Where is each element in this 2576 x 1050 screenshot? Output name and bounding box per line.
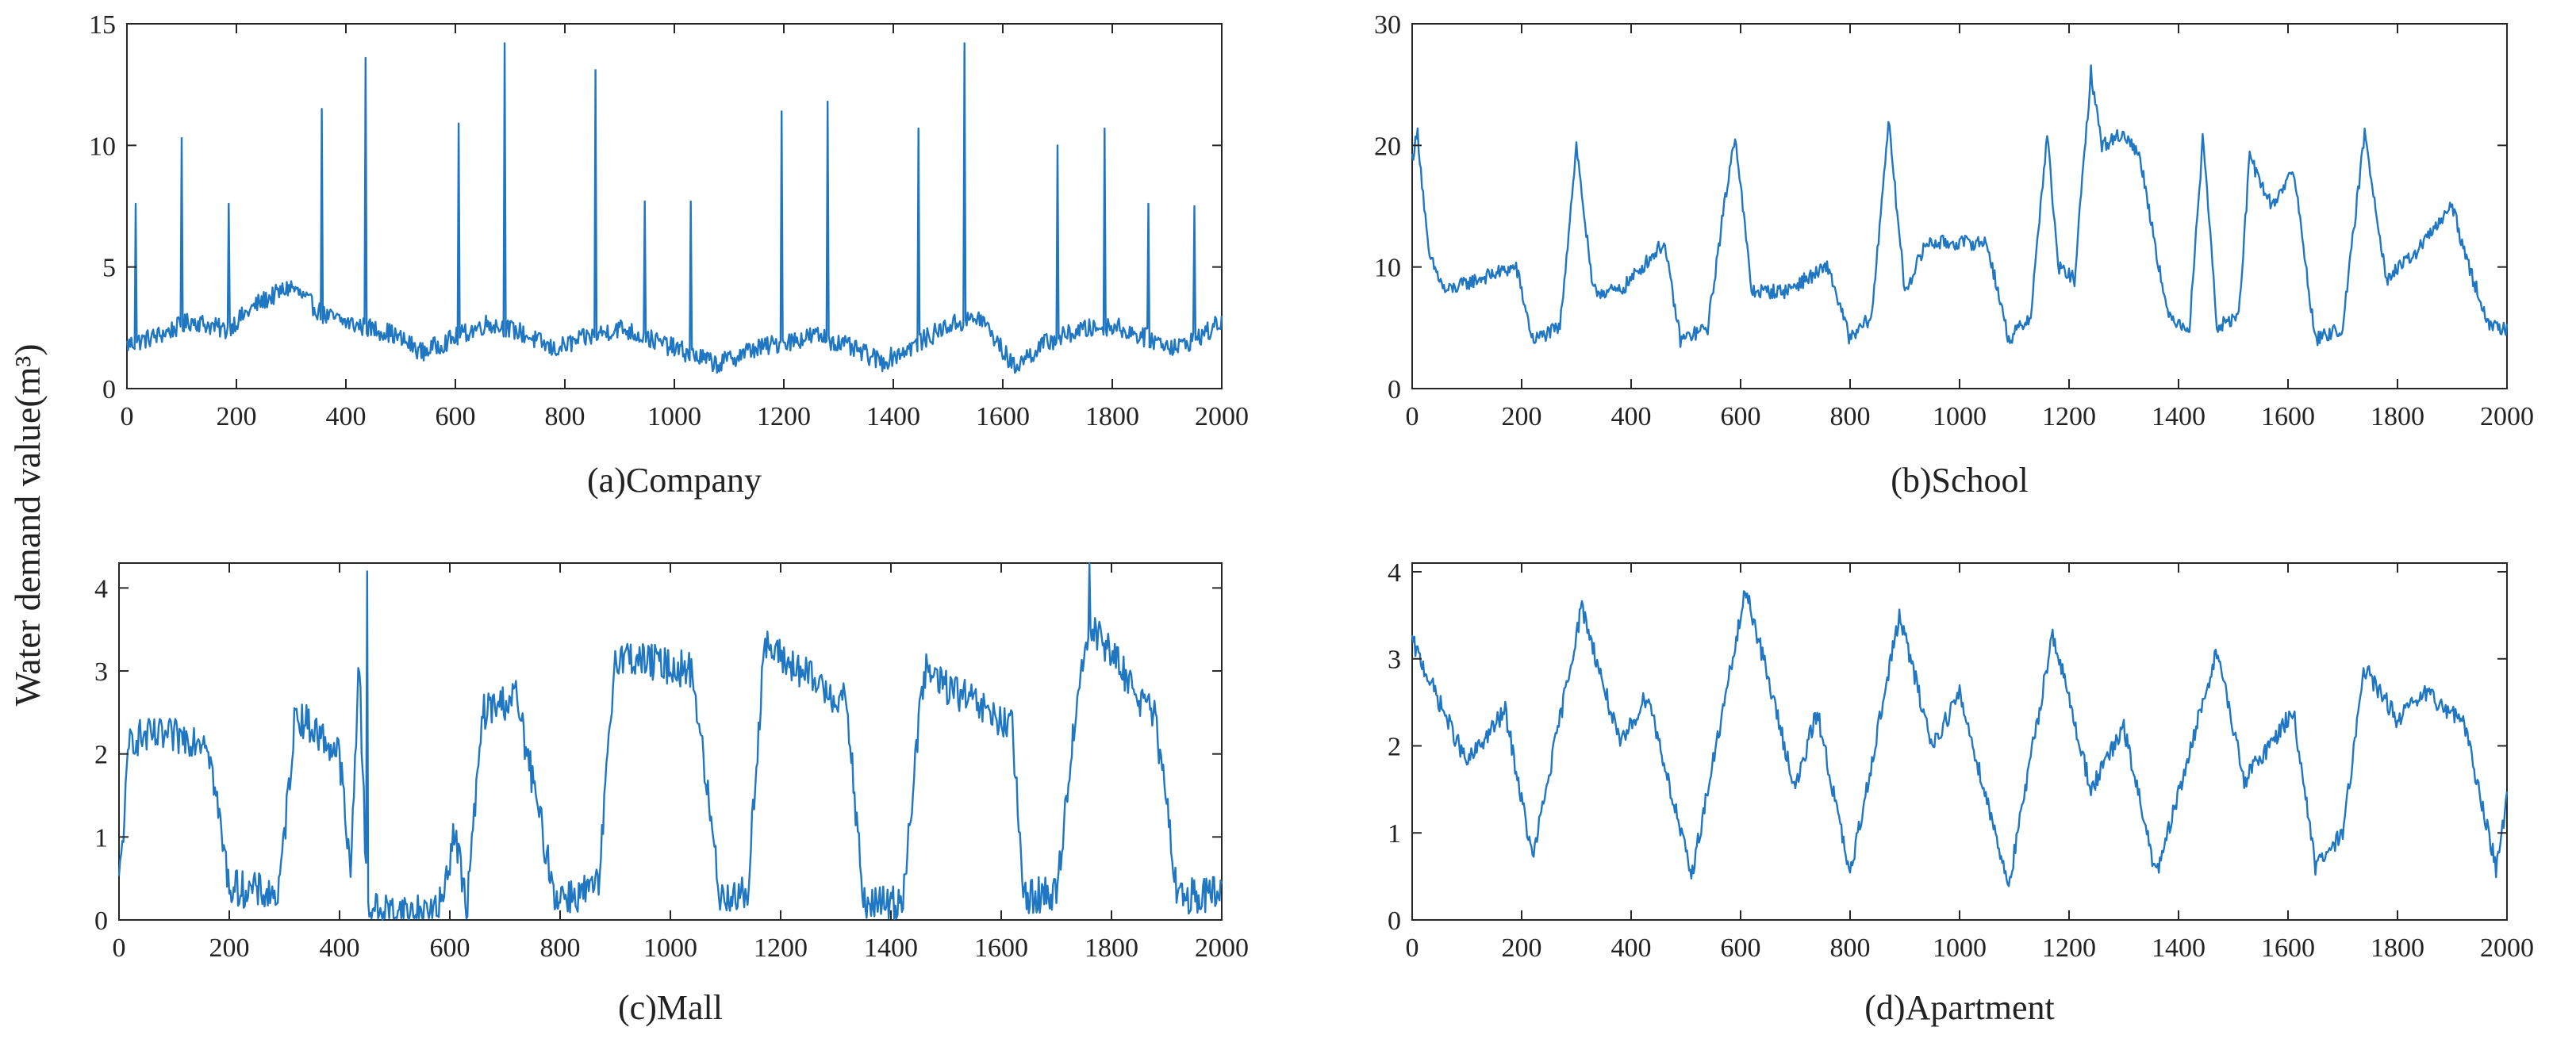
chart-panel-1: 0 200 400 600 800 1000 1200 1400 1600 1800 2000 0 5 1…	[89, 10, 1249, 500]
x-tick-label: 1800	[1085, 933, 1138, 963]
x-tick-label: 200	[1502, 933, 1542, 963]
x-tick-label: 800	[1830, 402, 1871, 431]
series-line	[125, 42, 1223, 374]
y-tick-label: 1	[1388, 819, 1401, 849]
x-tick-label: 1000	[1933, 933, 1987, 963]
x-tick-label: 1600	[976, 402, 1030, 431]
x-tick-label: 1000	[1933, 402, 1987, 431]
panel-caption: (b)School	[1891, 461, 2029, 500]
x-tick-label: 200	[1502, 402, 1542, 431]
x-tick-label: 2000	[2480, 933, 2534, 963]
plot-frame	[118, 562, 1223, 921]
x-tick-label: 1400	[866, 402, 920, 431]
x-tick-label: 0	[1406, 402, 1419, 431]
y-tick-label: 2	[1388, 732, 1401, 761]
y-tick-label: 1	[94, 823, 108, 853]
x-tick-label: 600	[1721, 402, 1761, 431]
x-tick-label: 800	[545, 402, 585, 431]
series-line	[1411, 64, 2509, 348]
x-tick-label: 1200	[2042, 933, 2096, 963]
y-tick-label: 4	[94, 574, 108, 604]
x-tick-label: 2000	[1195, 933, 1249, 963]
x-tick-label: 0	[121, 402, 134, 431]
y-tick-label: 0	[94, 906, 108, 936]
x-tick-label: 600	[436, 402, 476, 431]
panel-caption: (d)Apartment	[1864, 988, 2054, 1027]
x-tick-label: 1800	[2371, 933, 2424, 963]
x-tick-label: 400	[1611, 933, 1652, 963]
x-tick-label: 1600	[2261, 933, 2315, 963]
x-tick-label: 1600	[2261, 402, 2315, 431]
x-tick-label: 2000	[1195, 402, 1249, 431]
chart-panels: 0 200 400 600 800 1000 1200 1400 1600 1800 2000051…	[89, 10, 2534, 1027]
panel-caption: (a)Company	[587, 461, 762, 500]
x-tick-label: 800	[540, 933, 581, 963]
chart-panel-3: 0 200 400 600 800 1000 1200 1400 1600 1800 2000 0 1 2…	[94, 561, 1249, 1027]
x-tick-label: 200	[209, 933, 250, 963]
y-tick-label: 15	[89, 10, 116, 40]
x-tick-label: 400	[326, 402, 367, 431]
y-tick-label: 5	[102, 254, 116, 283]
x-tick-label: 600	[1721, 933, 1761, 963]
x-tick-label: 1000	[643, 933, 697, 963]
series-line	[1411, 590, 2509, 887]
x-tick-label: 1200	[2042, 402, 2096, 431]
x-tick-label: 0	[1406, 933, 1419, 963]
y-tick-label: 0	[102, 375, 116, 404]
y-tick-label: 3	[1388, 646, 1401, 675]
x-tick-label: 1600	[974, 933, 1028, 963]
y-tick-label: 4	[1388, 558, 1401, 588]
y-tick-label: 3	[94, 657, 108, 687]
x-tick-label: 1800	[1085, 402, 1139, 431]
x-tick-label: 1400	[2152, 402, 2206, 431]
chart-panel-4: 0 200 400 600 800 1000 1200 1400 1600 1800 2000 0 1 2…	[1388, 558, 2534, 1027]
x-tick-label: 2000	[2480, 402, 2534, 431]
y-tick-label: 20	[1374, 132, 1401, 161]
x-tick-label: 1400	[2152, 933, 2206, 963]
y-tick-label: 2	[94, 741, 108, 770]
x-tick-label: 200	[217, 402, 257, 431]
y-tick-label: 10	[89, 132, 116, 161]
y-tick-label: 10	[1374, 254, 1401, 283]
x-tick-label: 400	[1611, 402, 1652, 431]
x-tick-label: 1000	[647, 402, 701, 431]
x-tick-label: 1200	[757, 402, 811, 431]
y-tick-label: 30	[1374, 10, 1401, 40]
plot-frame	[1411, 23, 2508, 389]
x-tick-label: 800	[1830, 933, 1871, 963]
series-line	[117, 561, 1223, 922]
y-tick-label: 0	[1388, 906, 1401, 936]
x-tick-label: 1200	[754, 933, 808, 963]
plot-frame	[1411, 562, 2508, 921]
shared-y-axis-label: Water demand value(m³)	[7, 343, 48, 706]
x-tick-label: 1400	[864, 933, 918, 963]
x-tick-label: 0	[113, 933, 126, 963]
panel-caption: (c)Mall	[618, 988, 723, 1027]
chart-panel-2: 0 200 400 600 800 1000 1200 1400 1600 1800 2000 0 10…	[1374, 10, 2534, 500]
x-tick-label: 400	[320, 933, 360, 963]
x-tick-label: 1800	[2371, 402, 2424, 431]
x-tick-label: 600	[430, 933, 470, 963]
y-tick-label: 0	[1388, 375, 1401, 404]
